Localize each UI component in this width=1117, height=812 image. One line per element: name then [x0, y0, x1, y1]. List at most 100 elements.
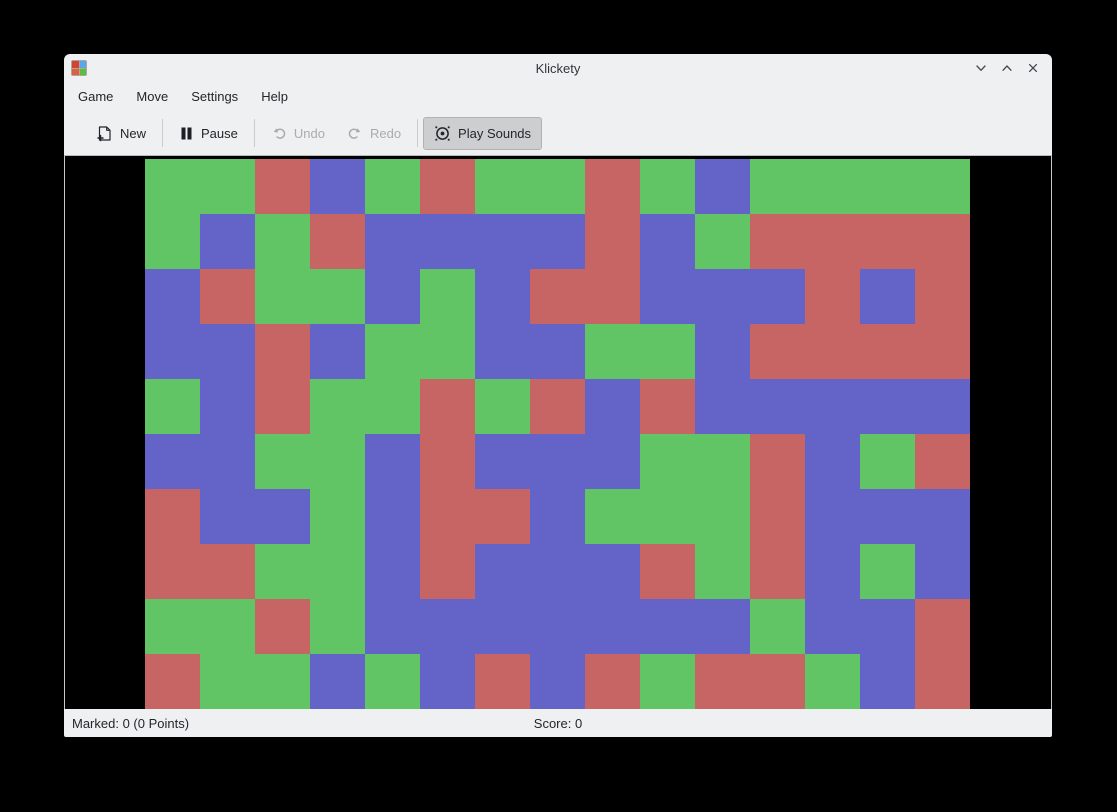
board-cell[interactable] — [695, 654, 750, 709]
board-cell[interactable] — [310, 269, 365, 324]
board-cell[interactable] — [750, 214, 805, 269]
board-cell[interactable] — [695, 544, 750, 599]
board-cell[interactable] — [695, 434, 750, 489]
board-cell[interactable] — [915, 214, 970, 269]
board-cell[interactable] — [585, 324, 640, 379]
board-cell[interactable] — [585, 654, 640, 709]
board-cell[interactable] — [365, 324, 420, 379]
board-cell[interactable] — [475, 434, 530, 489]
play-sounds-toggle[interactable]: Play Sounds — [423, 116, 543, 150]
board-cell[interactable] — [255, 544, 310, 599]
board-cell[interactable] — [145, 434, 200, 489]
board-cell[interactable] — [255, 489, 310, 544]
board-cell[interactable] — [310, 599, 365, 654]
board-cell[interactable] — [310, 379, 365, 434]
board-cell[interactable] — [255, 654, 310, 709]
board-cell[interactable] — [255, 379, 310, 434]
board-cell[interactable] — [255, 214, 310, 269]
board-cell[interactable] — [860, 654, 915, 709]
board-cell[interactable] — [200, 379, 255, 434]
board-cell[interactable] — [805, 434, 860, 489]
board-cell[interactable] — [200, 544, 255, 599]
board-cell[interactable] — [420, 324, 475, 379]
board-cell[interactable] — [805, 324, 860, 379]
board-cell[interactable] — [365, 159, 420, 214]
board-cell[interactable] — [860, 379, 915, 434]
board-cell[interactable] — [475, 214, 530, 269]
board-cell[interactable] — [420, 159, 475, 214]
board-cell[interactable] — [310, 544, 365, 599]
board-cell[interactable] — [750, 434, 805, 489]
board-cell[interactable] — [750, 269, 805, 324]
board-cell[interactable] — [805, 379, 860, 434]
board-cell[interactable] — [805, 269, 860, 324]
board-cell[interactable] — [310, 489, 365, 544]
board-cell[interactable] — [475, 324, 530, 379]
board-cell[interactable] — [640, 214, 695, 269]
board-cell[interactable] — [420, 489, 475, 544]
board-cell[interactable] — [145, 544, 200, 599]
board-cell[interactable] — [145, 214, 200, 269]
board-cell[interactable] — [860, 214, 915, 269]
board-cell[interactable] — [310, 434, 365, 489]
board-cell[interactable] — [915, 434, 970, 489]
board-cell[interactable] — [695, 379, 750, 434]
board-cell[interactable] — [200, 434, 255, 489]
board-cell[interactable] — [530, 599, 585, 654]
board-cell[interactable] — [365, 379, 420, 434]
board-cell[interactable] — [695, 599, 750, 654]
board-cell[interactable] — [365, 544, 420, 599]
board-cell[interactable] — [640, 489, 695, 544]
board-cell[interactable] — [145, 654, 200, 709]
board-cell[interactable] — [475, 544, 530, 599]
menu-game[interactable]: Game — [78, 89, 114, 104]
board-cell[interactable] — [145, 599, 200, 654]
board-cell[interactable] — [365, 269, 420, 324]
board-cell[interactable] — [255, 269, 310, 324]
board-cell[interactable] — [585, 159, 640, 214]
board-cell[interactable] — [640, 324, 695, 379]
board-cell[interactable] — [860, 434, 915, 489]
undo-button[interactable]: Undo — [260, 117, 336, 149]
board-cell[interactable] — [530, 434, 585, 489]
board-cell[interactable] — [915, 269, 970, 324]
board-cell[interactable] — [695, 489, 750, 544]
board-cell[interactable] — [475, 159, 530, 214]
board-cell[interactable] — [750, 599, 805, 654]
board-cell[interactable] — [695, 269, 750, 324]
titlebar[interactable]: Klickety — [64, 54, 1052, 82]
board-cell[interactable] — [530, 489, 585, 544]
board-cell[interactable] — [860, 544, 915, 599]
board-cell[interactable] — [145, 324, 200, 379]
board-cell[interactable] — [255, 159, 310, 214]
board-cell[interactable] — [915, 544, 970, 599]
board-cell[interactable] — [475, 489, 530, 544]
minimize-button[interactable] — [974, 61, 988, 75]
board-cell[interactable] — [640, 544, 695, 599]
board-cell[interactable] — [585, 214, 640, 269]
board-cell[interactable] — [585, 544, 640, 599]
board-cell[interactable] — [750, 379, 805, 434]
board-cell[interactable] — [750, 324, 805, 379]
board-cell[interactable] — [200, 159, 255, 214]
board-cell[interactable] — [310, 654, 365, 709]
board-cell[interactable] — [420, 599, 475, 654]
board-cell[interactable] — [200, 654, 255, 709]
board-cell[interactable] — [585, 599, 640, 654]
board-cell[interactable] — [200, 489, 255, 544]
board-cell[interactable] — [145, 159, 200, 214]
board-cell[interactable] — [640, 159, 695, 214]
board-cell[interactable] — [915, 489, 970, 544]
menu-settings[interactable]: Settings — [191, 89, 239, 104]
board-cell[interactable] — [585, 379, 640, 434]
board-cell[interactable] — [365, 434, 420, 489]
board-cell[interactable] — [750, 544, 805, 599]
board-cell[interactable] — [255, 434, 310, 489]
board-cell[interactable] — [530, 379, 585, 434]
board-cell[interactable] — [585, 489, 640, 544]
board-cell[interactable] — [255, 599, 310, 654]
board-cell[interactable] — [475, 599, 530, 654]
board-cell[interactable] — [750, 489, 805, 544]
board-cell[interactable] — [585, 434, 640, 489]
menu-help[interactable]: Help — [261, 89, 288, 104]
